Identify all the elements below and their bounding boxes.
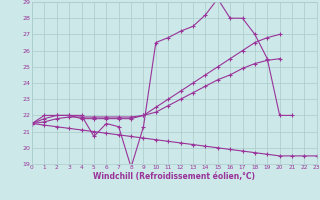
X-axis label: Windchill (Refroidissement éolien,°C): Windchill (Refroidissement éolien,°C) [93, 172, 255, 181]
